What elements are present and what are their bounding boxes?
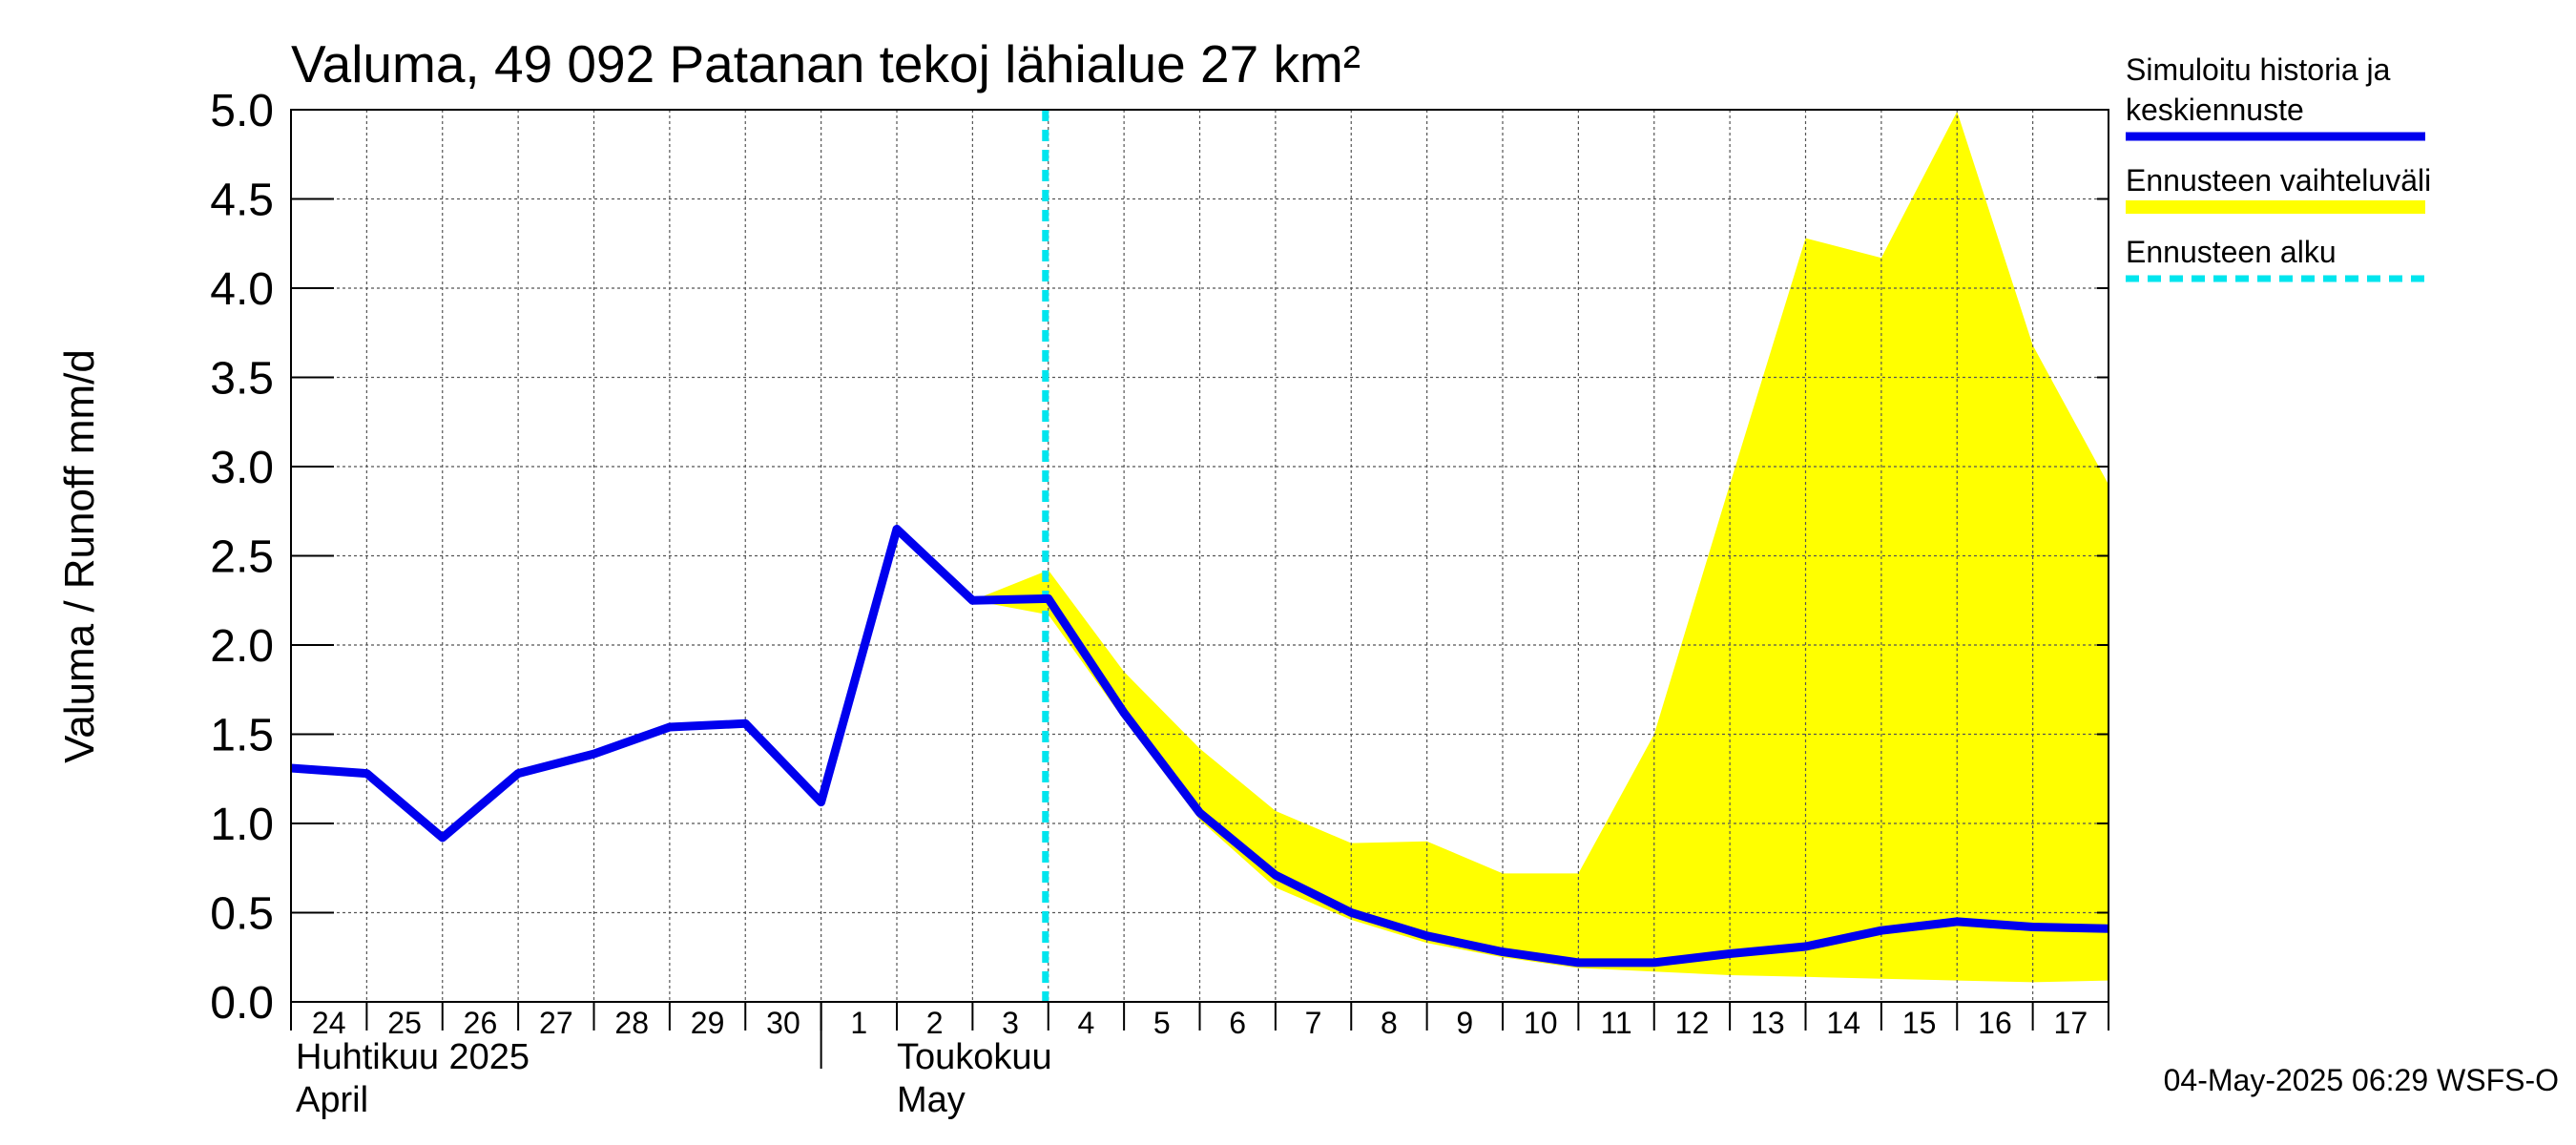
x-tick-label: 13: [1751, 1006, 1785, 1040]
month-label-line1: Huhtikuu 2025: [296, 1037, 530, 1077]
legend-label: keskiennuste: [2126, 93, 2304, 127]
simulated-runoff-line: [290, 525, 2109, 968]
x-tick-label: 30: [766, 1006, 800, 1040]
x-tick-label: 27: [539, 1006, 573, 1040]
x-tick-label: 7: [1305, 1006, 1322, 1040]
y-tick-label: 1.0: [210, 800, 274, 850]
x-tick-label: 3: [1002, 1006, 1019, 1040]
month-label-line2: May: [897, 1080, 966, 1120]
x-tick-label: 5: [1153, 1006, 1171, 1040]
x-tick-label: 28: [614, 1006, 649, 1040]
x-tick-label: 10: [1524, 1006, 1558, 1040]
y-tick-label: 3.0: [210, 443, 274, 493]
legend-label: Simuloitu historia ja: [2126, 52, 2391, 87]
x-tick-label: 2: [926, 1006, 944, 1040]
simulated-series-layer: [290, 525, 2109, 968]
chart-title: Valuma, 49 092 Patanan tekoj lähialue 27…: [291, 34, 1361, 94]
x-tick-label: 29: [691, 1006, 725, 1040]
x-tick-label: 11: [1600, 1006, 1631, 1040]
x-tick-label: 6: [1229, 1006, 1246, 1040]
x-tick-label: 25: [387, 1006, 422, 1040]
month-label-may: Toukokuu May: [897, 1037, 1052, 1120]
x-tick-labels: 24 25 26 27 28 29 30 1 2 3 4 5 6 7 8 9 10 11 12 13 14 15 16 17: [312, 1006, 2088, 1040]
y-tick-label: 3.5: [210, 354, 274, 405]
y-axis-label: Valuma / Runoff mm/d: [56, 349, 103, 763]
y-tick-labels: 0.0 0.5 1.0 1.5 2.0 2.5 3.0 3.5 4.0 4.5 5.0: [210, 86, 274, 1029]
y-tick-label: 4.0: [210, 264, 274, 315]
x-tick-label: 1: [850, 1006, 867, 1040]
y-tick-label: 0.0: [210, 978, 274, 1029]
x-tick-label: 9: [1456, 1006, 1473, 1040]
x-tick-label: 17: [2054, 1006, 2088, 1040]
y-tick-label: 2.0: [210, 621, 274, 672]
x-tick-label: 26: [464, 1006, 498, 1040]
month-label-line1: Toukokuu: [897, 1037, 1052, 1077]
legend-label: Ennusteen vaihteluväli: [2126, 163, 2431, 198]
legend-item-simulated: Simuloitu historia ja keskiennuste: [2126, 52, 2425, 141]
x-tick-label: 4: [1078, 1006, 1095, 1040]
x-tick-label: 14: [1826, 1006, 1860, 1040]
x-tick-label: 8: [1381, 1006, 1398, 1040]
y-tick-label: 0.5: [210, 889, 274, 940]
x-tick-label: 16: [1978, 1006, 2012, 1040]
x-tick-label: 15: [1902, 1006, 1937, 1040]
legend-label: Ennusteen alku: [2126, 235, 2337, 269]
forecast-range-layer: [972, 111, 2109, 983]
month-label-line2: April: [296, 1080, 368, 1120]
legend-item-range: Ennusteen vaihteluväli: [2126, 163, 2431, 214]
y-tick-label: 4.5: [210, 176, 274, 226]
y-tick-label: 1.5: [210, 711, 274, 761]
x-tick-label: 12: [1675, 1006, 1710, 1040]
y-tick-label: 5.0: [210, 86, 274, 136]
axes: [290, 109, 2109, 1069]
x-tick-label: 24: [312, 1006, 346, 1040]
y-tick-label: 2.5: [210, 532, 274, 583]
month-label-april: Huhtikuu 2025 April: [296, 1037, 530, 1120]
timestamp-footer: 04-May-2025 06:29 WSFS-O: [2164, 1063, 2559, 1097]
legend: Simuloitu historia ja keskiennuste Ennus…: [2126, 52, 2431, 282]
forecast-range-band: [972, 111, 2109, 983]
legend-item-forecast-start: Ennusteen alku: [2126, 235, 2425, 282]
